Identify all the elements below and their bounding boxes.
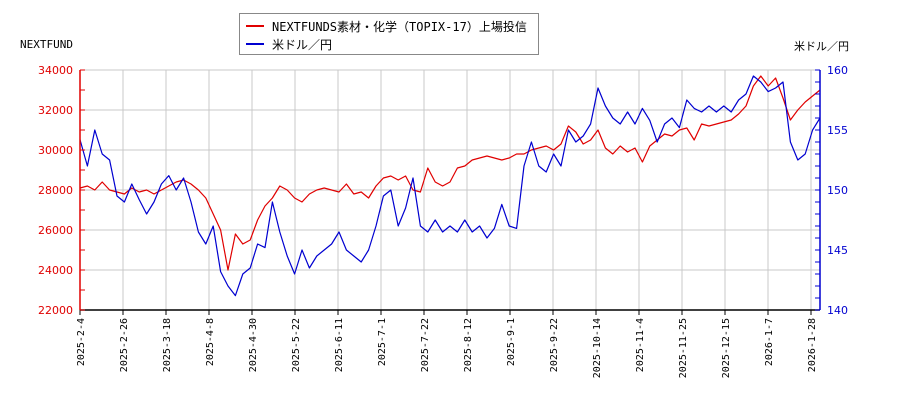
right-tick-label: 160 (827, 64, 848, 77)
legend-swatch-blue (246, 43, 264, 45)
x-tick-label: 2025-9-22 (549, 318, 560, 372)
left-tick-label: 34000 (38, 64, 73, 77)
legend-label: NEXTFUNDS素材・化学（TOPIX-17）上場投信 (272, 19, 527, 34)
legend-entry-usdjpy: 米ドル／円 (246, 35, 332, 53)
x-tick-label: 2025-7-22 (420, 318, 431, 372)
x-tick-label: 2025-2-4 (76, 318, 87, 366)
left-tick-label: 32000 (38, 104, 73, 117)
x-tick-label: 2025-12-15 (721, 318, 732, 378)
x-tick-label: 2025-3-18 (162, 318, 173, 372)
x-tick-label: 2025-4-8 (205, 318, 216, 366)
left-axis-title: NEXTFUND (20, 38, 73, 51)
left-tick-label: 24000 (38, 264, 73, 277)
legend-entry-nextfunds: NEXTFUNDS素材・化学（TOPIX-17）上場投信 (246, 17, 527, 35)
x-tick-label: 2025-11-4 (635, 318, 646, 372)
x-tick-label: 2026-1-7 (764, 318, 775, 366)
right-tick-label: 155 (827, 124, 848, 137)
legend-swatch-red (246, 25, 264, 27)
x-tick-label: 2025-4-30 (248, 318, 259, 372)
left-tick-label: 28000 (38, 184, 73, 197)
x-tick-label: 2025-2-26 (119, 318, 130, 372)
left-tick-label: 30000 (38, 144, 73, 157)
right-tick-label: 145 (827, 244, 848, 257)
x-tick-label: 2025-9-1 (506, 318, 517, 366)
right-tick-label: 150 (827, 184, 848, 197)
x-tick-label: 2025-11-25 (678, 318, 689, 378)
left-tick-label: 26000 (38, 224, 73, 237)
legend: NEXTFUNDS素材・化学（TOPIX-17）上場投信 米ドル／円 (239, 13, 539, 55)
right-axis-title: 米ドル／円 (794, 40, 849, 53)
series-line-usdjpy (79, 75, 821, 297)
x-tick-label: 2026-1-28 (807, 318, 818, 372)
legend-label: 米ドル／円 (272, 37, 333, 52)
x-tick-label: 2025-10-14 (592, 318, 603, 378)
left-tick-label: 22000 (38, 304, 73, 317)
x-tick-label: 2025-5-22 (291, 318, 302, 372)
x-tick-label: 2025-8-12 (463, 318, 474, 372)
series-line-nextfunds (79, 75, 821, 271)
x-tick-label: 2025-6-11 (334, 318, 345, 372)
right-tick-label: 140 (827, 304, 848, 317)
x-tick-label: 2025-7-1 (377, 318, 388, 366)
